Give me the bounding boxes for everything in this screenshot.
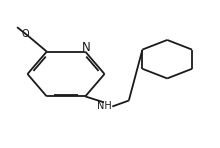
- Text: N: N: [82, 41, 91, 54]
- Text: NH: NH: [97, 102, 112, 111]
- Text: O: O: [21, 29, 29, 39]
